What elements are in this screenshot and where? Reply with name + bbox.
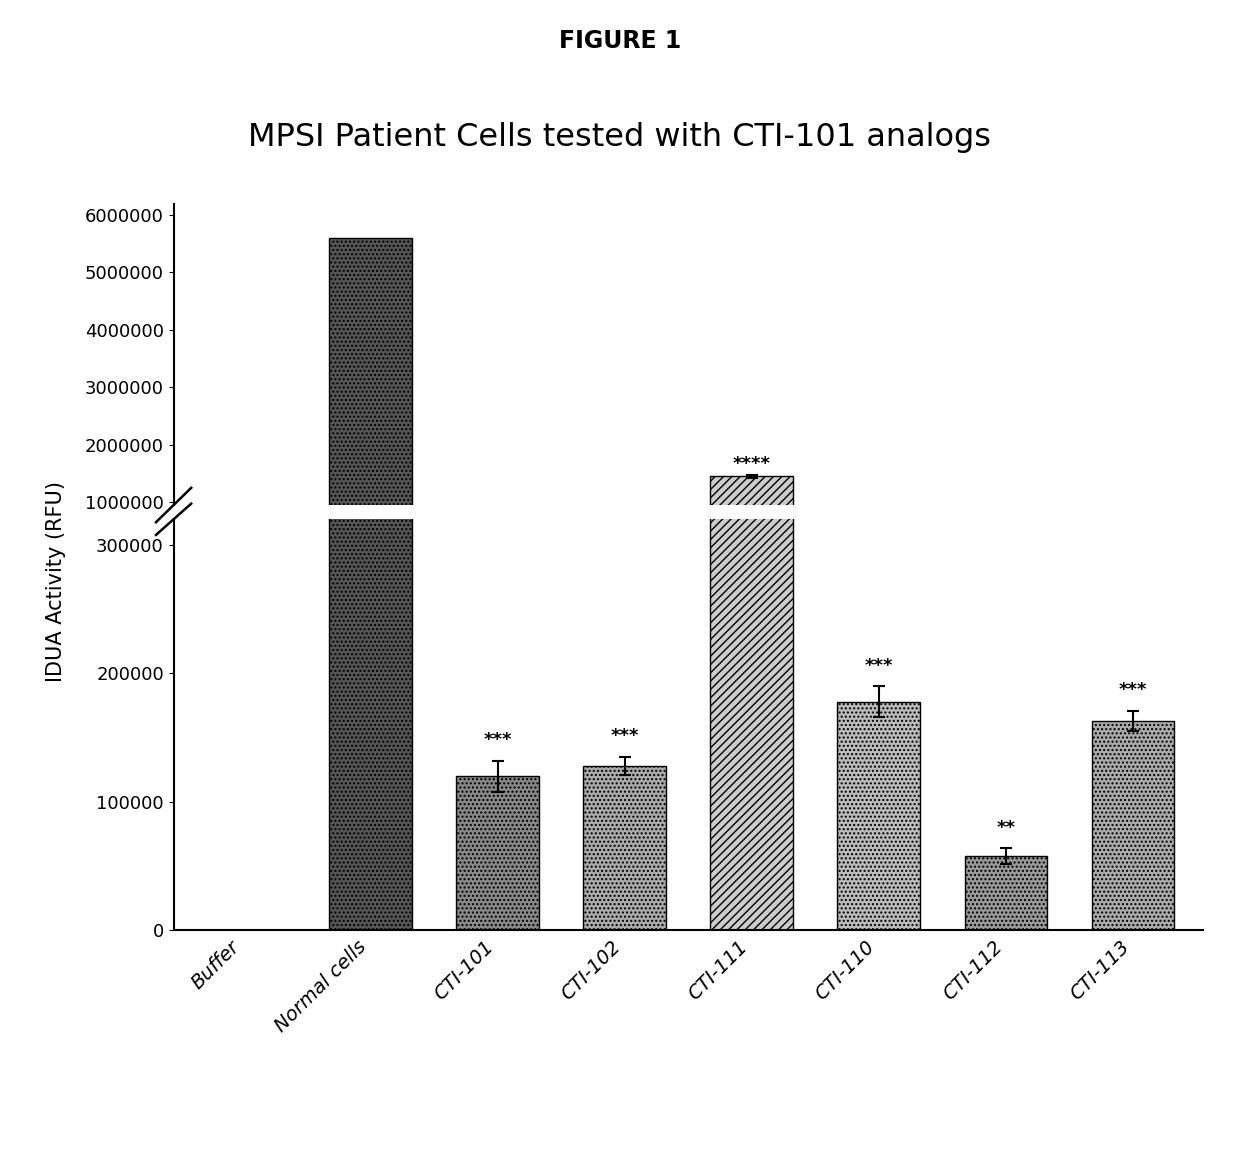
Bar — [456, 776, 539, 930]
Bar — [456, 552, 539, 559]
Bar — [711, 477, 794, 559]
Bar — [711, 0, 794, 930]
Bar — [1091, 721, 1174, 930]
Text: **: ** — [997, 819, 1016, 836]
Bar — [965, 856, 1047, 930]
Bar — [837, 549, 920, 559]
Bar — [583, 766, 666, 930]
Text: FIGURE 1: FIGURE 1 — [559, 29, 681, 53]
Bar — [965, 556, 1047, 559]
Bar — [837, 701, 920, 930]
Text: ****: **** — [733, 455, 771, 473]
Text: MPSI Patient Cells tested with CTI-101 analogs: MPSI Patient Cells tested with CTI-101 a… — [248, 122, 992, 154]
Text: ***: *** — [864, 657, 893, 675]
Bar — [330, 238, 412, 559]
Text: IDUA Activity (RFU): IDUA Activity (RFU) — [46, 481, 66, 682]
Bar — [330, 0, 412, 930]
Text: ***: *** — [610, 727, 639, 745]
Bar — [583, 552, 666, 559]
Text: ***: *** — [1118, 682, 1147, 699]
Bar — [1091, 550, 1174, 559]
Text: ***: *** — [484, 732, 512, 749]
